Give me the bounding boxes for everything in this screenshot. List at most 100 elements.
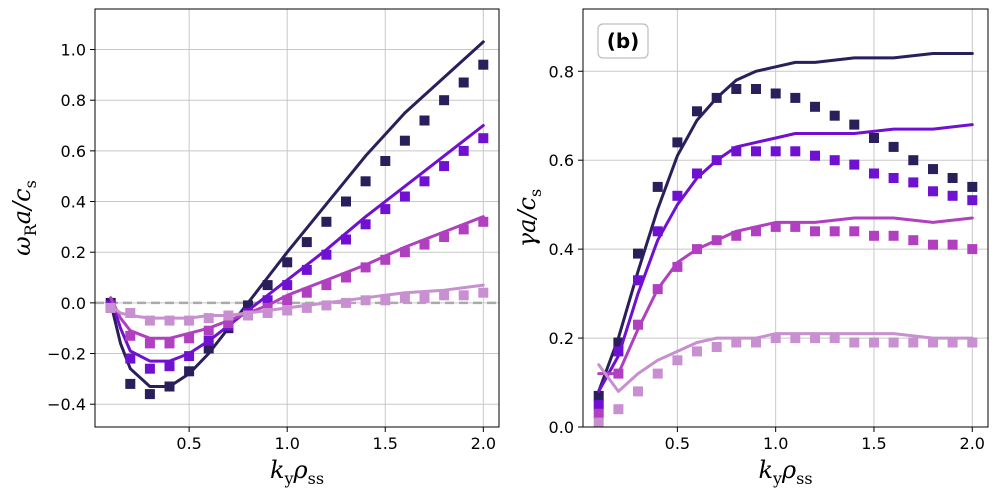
y-axis-label-mid: a/c bbox=[513, 197, 541, 233]
panel-label-badge: (b) bbox=[597, 23, 649, 59]
y-tick-label: 0.4 bbox=[61, 193, 86, 212]
y-axis-label: ωRa/cs bbox=[8, 180, 40, 256]
series-1-marker bbox=[282, 257, 293, 268]
series-2-marker bbox=[341, 234, 351, 245]
y-tick-label: 0.6 bbox=[549, 151, 574, 170]
series-1-marker bbox=[341, 196, 351, 207]
series-1-marker bbox=[439, 95, 450, 106]
series-2-marker bbox=[810, 150, 820, 161]
series-1-marker bbox=[613, 337, 624, 348]
series-2-marker bbox=[360, 219, 371, 230]
series-3-marker bbox=[967, 244, 978, 255]
series-2-marker bbox=[947, 190, 958, 201]
series-1-model-line bbox=[109, 40, 485, 388]
y-tick-label: 0.4 bbox=[549, 240, 574, 259]
series-4-marker bbox=[928, 337, 938, 348]
x-tick-label: 0.5 bbox=[665, 434, 690, 453]
series-4-marker bbox=[144, 315, 155, 326]
series-4-marker bbox=[947, 337, 958, 348]
series-3-marker bbox=[301, 287, 312, 298]
series-3-marker bbox=[282, 295, 293, 306]
series-4-marker bbox=[672, 355, 683, 366]
series-1-marker bbox=[829, 110, 840, 121]
axes-frame bbox=[582, 8, 989, 428]
series-1-marker bbox=[790, 92, 801, 103]
x-tick-label: 1.5 bbox=[373, 434, 398, 453]
series-2-marker bbox=[672, 190, 683, 201]
series-3-marker bbox=[633, 319, 643, 330]
series-4-marker bbox=[888, 337, 899, 348]
series-1-marker bbox=[770, 88, 781, 99]
x-axis-label-main: k bbox=[270, 456, 285, 484]
series-2-marker bbox=[478, 133, 489, 144]
series-4-marker bbox=[203, 313, 214, 324]
y-axis-label-mid: a/c bbox=[8, 188, 36, 224]
series-4-marker bbox=[341, 297, 351, 308]
series-2-marker bbox=[751, 146, 761, 157]
y-axis-label-main: ω bbox=[8, 236, 36, 256]
series-2-marker bbox=[439, 161, 450, 172]
series-2-marker bbox=[262, 295, 273, 306]
x-axis-label-sub1: y bbox=[283, 469, 293, 488]
series-2-marker bbox=[164, 361, 175, 372]
series-1-marker bbox=[144, 389, 155, 400]
series-4-marker bbox=[593, 417, 604, 427]
series-4-marker bbox=[262, 308, 273, 318]
series-3-marker bbox=[184, 333, 195, 344]
series-4-marker bbox=[908, 337, 919, 348]
series-2-marker bbox=[888, 173, 899, 183]
series-1-marker bbox=[203, 343, 214, 354]
series-4-marker bbox=[399, 292, 410, 303]
series-3-marker bbox=[203, 325, 214, 336]
series-3-marker bbox=[613, 368, 624, 379]
series-2-marker bbox=[928, 186, 938, 197]
series-2-marker bbox=[711, 155, 722, 166]
series-4-marker bbox=[770, 333, 781, 344]
series-2-marker bbox=[613, 346, 624, 357]
panel-label-text: (b) bbox=[607, 29, 640, 53]
series-4-marker bbox=[967, 337, 978, 348]
series-3-model-line bbox=[597, 216, 974, 376]
y-tick-label: 0.2 bbox=[549, 329, 574, 348]
series-1-marker bbox=[967, 181, 978, 192]
series-3-marker bbox=[711, 235, 722, 246]
series-3-marker bbox=[458, 224, 469, 235]
series-4-marker bbox=[829, 333, 840, 344]
series-4-marker bbox=[458, 290, 469, 301]
series-1-marker bbox=[243, 300, 253, 311]
series-2-marker bbox=[633, 275, 643, 286]
series-3-marker bbox=[360, 262, 371, 273]
series-1-marker bbox=[419, 115, 430, 126]
series-3-marker bbox=[223, 318, 234, 329]
x-axis-label: kyρss bbox=[270, 456, 324, 488]
series-3-marker bbox=[439, 232, 450, 242]
series-3-marker bbox=[125, 330, 136, 341]
series-4-marker bbox=[751, 337, 761, 348]
y-tick-label: 0.0 bbox=[61, 294, 86, 313]
series-1-marker bbox=[380, 156, 391, 166]
series-2-marker bbox=[144, 363, 155, 374]
y-tick-label: 0.8 bbox=[61, 91, 86, 110]
series-4-marker bbox=[633, 386, 643, 397]
series-1-marker bbox=[810, 101, 820, 112]
y-axis-label-sub1: R bbox=[21, 223, 40, 236]
y-tick-label: 0.2 bbox=[61, 243, 86, 262]
series-4-model-line bbox=[109, 283, 485, 320]
y-tick-label: 1.0 bbox=[61, 41, 86, 60]
series-3-marker bbox=[419, 239, 430, 250]
x-axis-label-mid: ρ bbox=[781, 456, 796, 484]
y-axis-label-main: γ bbox=[513, 232, 541, 247]
series-1-marker bbox=[633, 248, 643, 259]
x-tick-label: 1.0 bbox=[274, 434, 299, 453]
series-3-marker bbox=[947, 239, 958, 250]
series-3-marker bbox=[869, 230, 879, 241]
series-1-marker bbox=[888, 141, 899, 152]
series-1-marker bbox=[849, 119, 860, 130]
series-2-marker bbox=[458, 145, 469, 156]
series-2-marker bbox=[301, 264, 312, 275]
series-3-marker bbox=[321, 280, 332, 291]
series-4-marker bbox=[125, 308, 136, 318]
series-4-marker bbox=[223, 310, 234, 321]
series-2-marker bbox=[203, 335, 214, 346]
series-3-marker bbox=[341, 272, 351, 283]
